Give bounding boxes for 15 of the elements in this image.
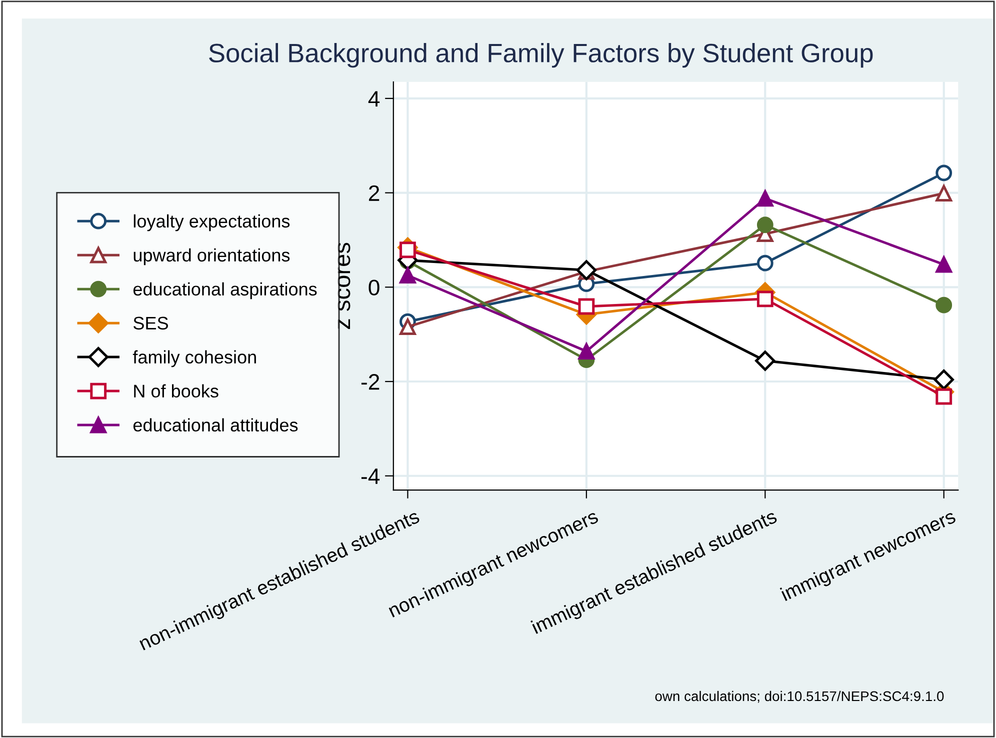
- chart-title: Social Background and Family Factors by Student Group: [209, 43, 873, 68]
- y-axis-title: z scores: [337, 242, 350, 329]
- legend-label: N of books: [134, 384, 218, 398]
- y-tick-label: -4: [361, 468, 380, 484]
- y-tick-label: -2: [361, 374, 380, 390]
- legend-label: educational attitudes: [133, 418, 298, 432]
- legend-label: educational aspirations: [133, 282, 317, 300]
- y-tick-label: 0: [368, 280, 380, 296]
- legend-label: loyalty expectations: [134, 214, 290, 232]
- legend-label: SES: [133, 316, 168, 330]
- legend-label: family cohesion: [132, 350, 256, 368]
- y-tick-label: 2: [368, 185, 380, 201]
- y-tick-label: 4: [368, 91, 380, 106]
- text: own calculations; doi:10.5157/NEPS:SC4:9.1.0: [655, 690, 944, 703]
- legend-label: upward orientations: [134, 248, 290, 266]
